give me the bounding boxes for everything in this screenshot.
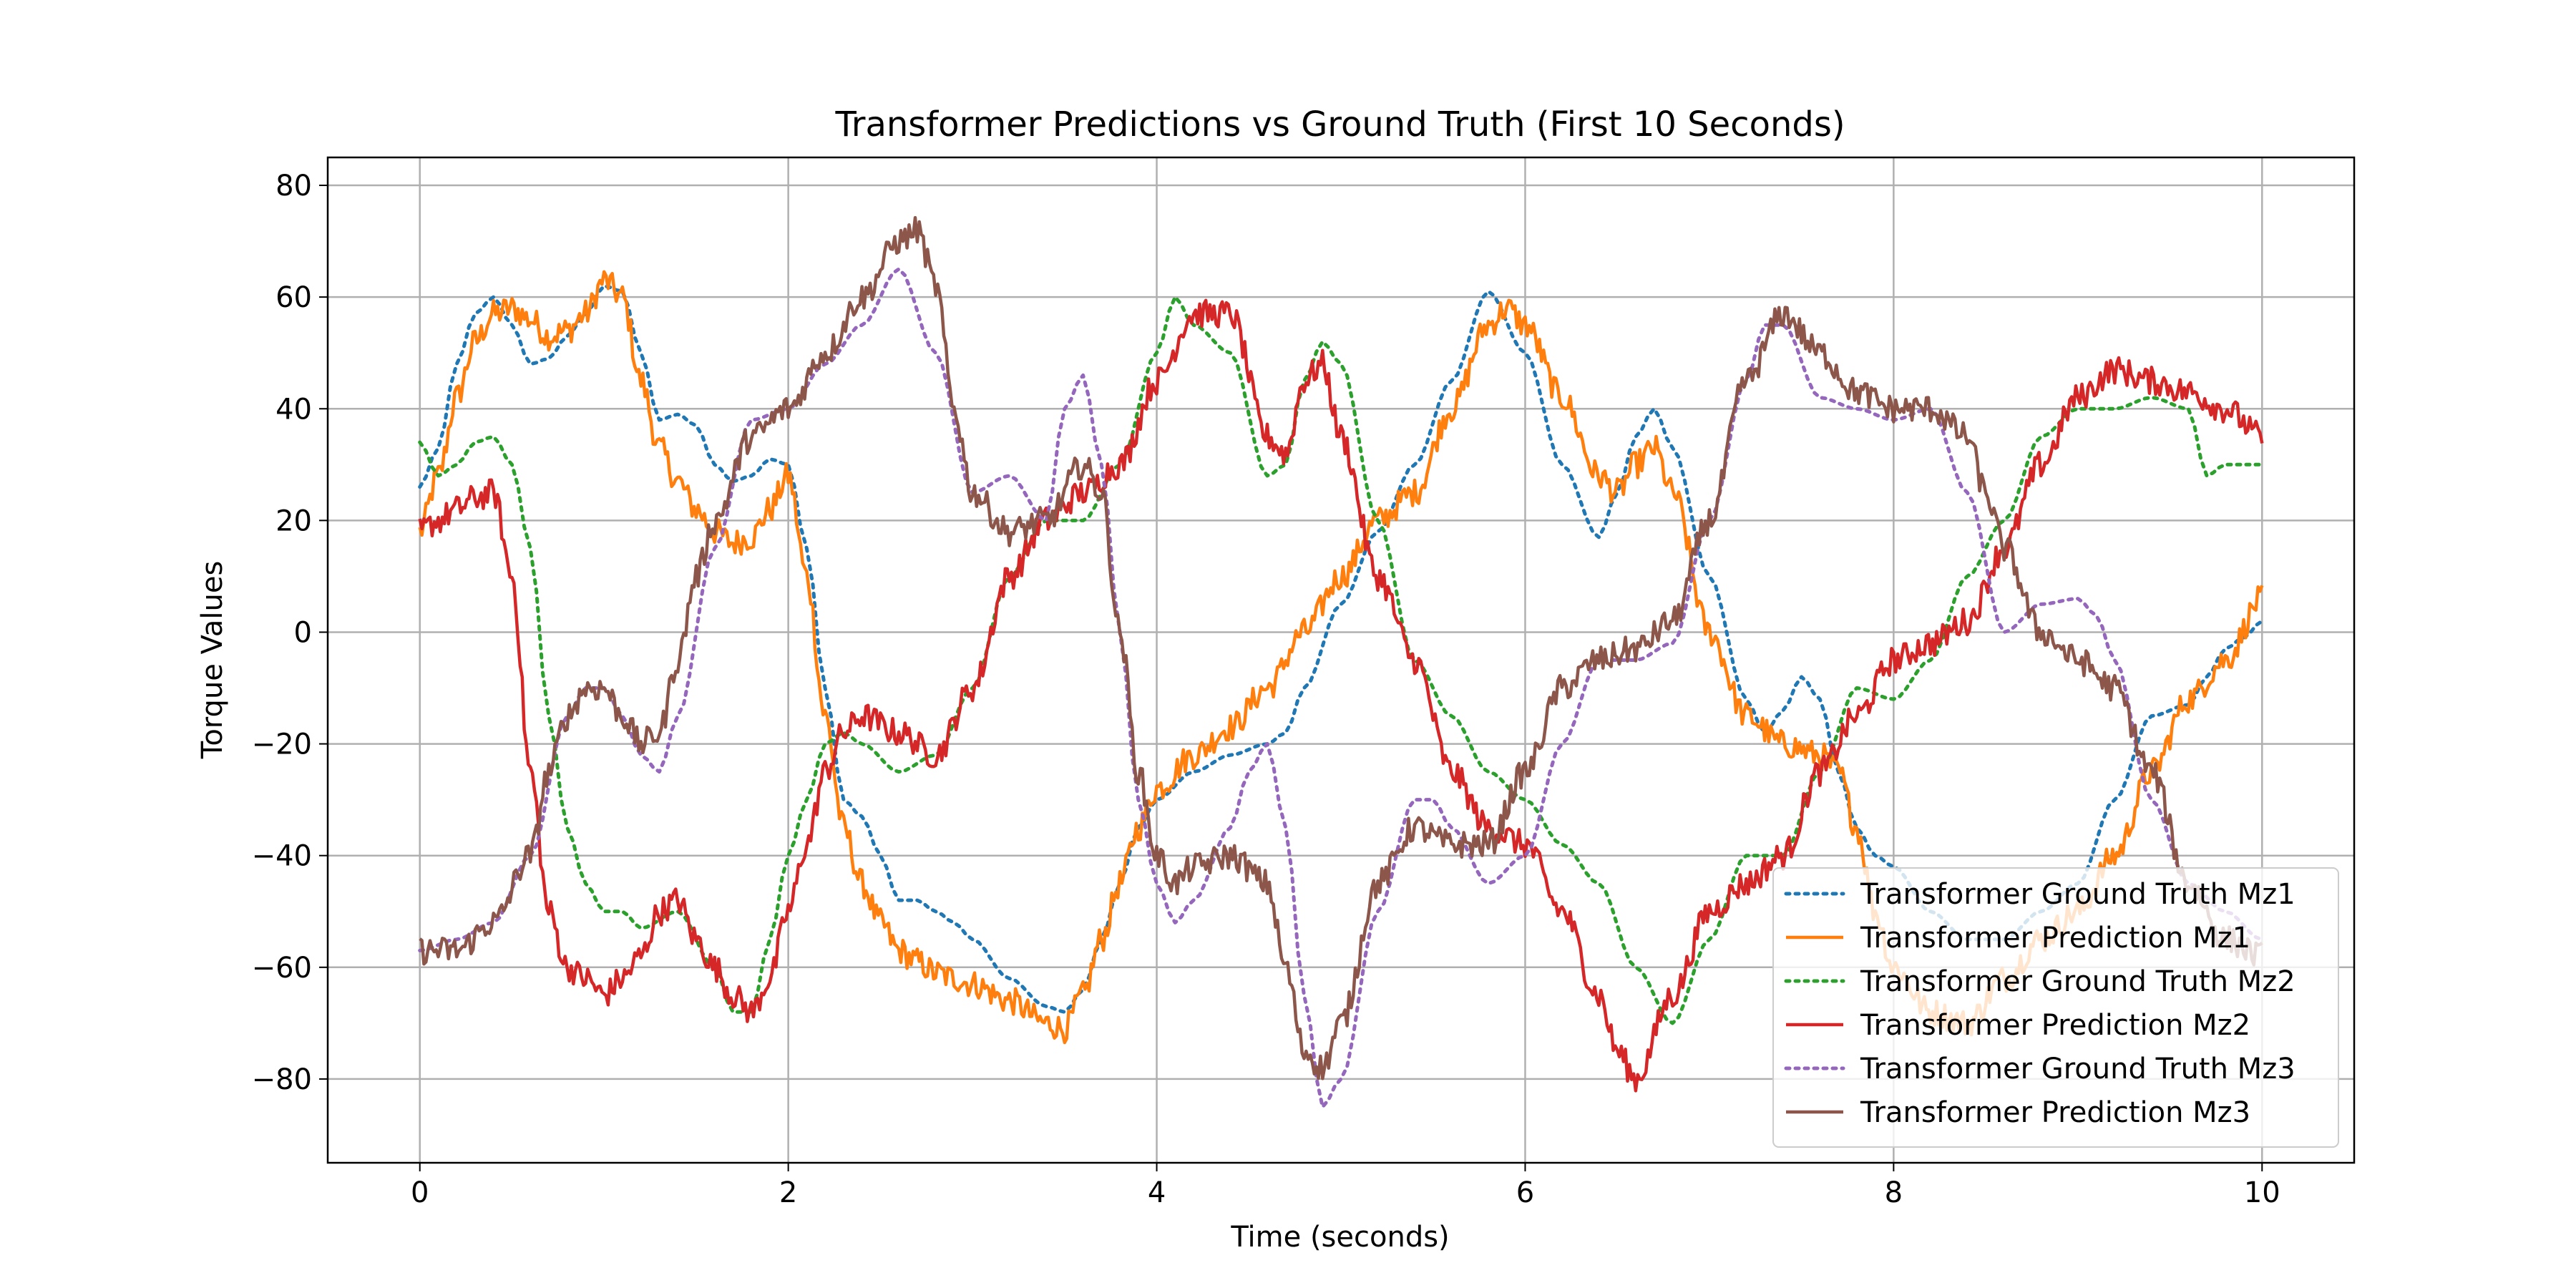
- y-tick-label: −60: [252, 952, 312, 985]
- y-tick-label: 0: [294, 616, 312, 649]
- series-line-4: [418, 298, 2264, 1093]
- legend-label: Transformer Ground Truth Mz1: [1860, 878, 2296, 911]
- legend-label: Transformer Prediction Mz3: [1860, 1096, 2250, 1129]
- series-line-3: [418, 295, 2264, 1025]
- x-tick-label: 10: [2244, 1176, 2280, 1209]
- y-tick-label: 80: [275, 170, 312, 203]
- plot-frame: [326, 156, 2356, 1164]
- x-tick-label: 2: [779, 1176, 797, 1209]
- y-tick-label: 60: [275, 281, 312, 314]
- y-tick-label: 20: [275, 504, 312, 537]
- legend: Transformer Ground Truth Mz1 Transformer …: [1772, 867, 2339, 1148]
- y-tick-label: −20: [252, 728, 312, 761]
- ticks: 0 2 4 6 8 10 −80 −60 −40 −20 0 20 40 60 80: [252, 170, 2280, 1209]
- x-axis-label: Time (seconds): [1230, 1221, 1449, 1254]
- x-tick-label: 8: [1885, 1176, 1903, 1209]
- x-tick-label: 6: [1516, 1176, 1534, 1209]
- legend-label: Transformer Ground Truth Mz2: [1860, 965, 2296, 998]
- y-tick-label: −80: [252, 1063, 312, 1096]
- legend-label: Transformer Prediction Mz2: [1860, 1009, 2250, 1042]
- y-tick-label: 40: [275, 393, 312, 426]
- x-tick-label: 4: [1148, 1176, 1166, 1209]
- grid: [328, 157, 2354, 1163]
- legend-label: Transformer Ground Truth Mz3: [1860, 1053, 2296, 1085]
- chart-title: Transformer Predictions vs Ground Truth …: [834, 104, 1845, 145]
- y-tick-label: −40: [252, 840, 312, 873]
- series-group: [418, 215, 2264, 1109]
- series-line-6: [419, 215, 2263, 1080]
- x-tick-label: 0: [411, 1176, 429, 1209]
- legend-label: Transformer Prediction Mz1: [1860, 922, 2250, 955]
- series-line-5: [418, 267, 2264, 1109]
- y-axis-label: Torque Values: [196, 561, 229, 760]
- legend-box: [1772, 867, 2339, 1148]
